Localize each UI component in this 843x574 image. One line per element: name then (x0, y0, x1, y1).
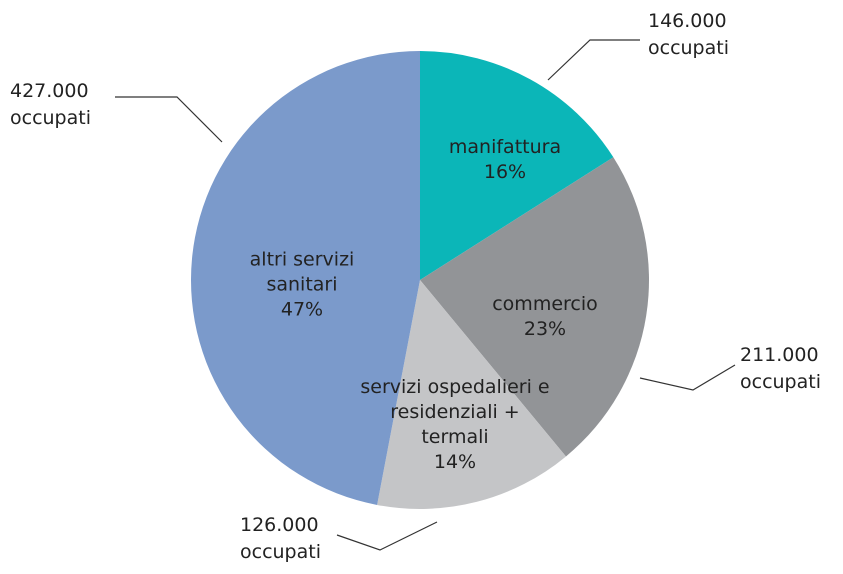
leader-line (547, 39, 640, 81)
pie-slice (420, 157, 649, 457)
employed-label: 211.000 occupati (740, 344, 821, 393)
percent-label: 16% (483, 161, 527, 183)
percent-label: 14% (433, 451, 477, 473)
category-label: manifattura (448, 136, 562, 158)
pie-slice (420, 51, 614, 280)
slice-label: manifattura 16% (405, 135, 605, 185)
category-label: servizi ospedalieri e residenziali + ter… (360, 376, 550, 448)
category-label: altri servizi sanitari (249, 248, 355, 296)
leader-line (336, 521, 438, 551)
employed-label: 427.000 occupati (10, 80, 91, 129)
slice-label: servizi ospedalieri e residenziali + ter… (355, 375, 555, 475)
employed-label: 126.000 occupati (240, 514, 321, 563)
percent-label: 23% (523, 318, 567, 340)
employed-label: 146.000 occupati (648, 10, 729, 59)
pie-slice (190, 51, 420, 505)
slice-label: commercio 23% (445, 292, 645, 342)
slice-label: altri servizi sanitari 47% (232, 248, 372, 323)
pie-slice (377, 280, 566, 509)
percent-label: 47% (280, 298, 324, 321)
leader-line (639, 364, 736, 391)
leader-line (115, 96, 223, 143)
category-label: commercio (492, 293, 598, 315)
